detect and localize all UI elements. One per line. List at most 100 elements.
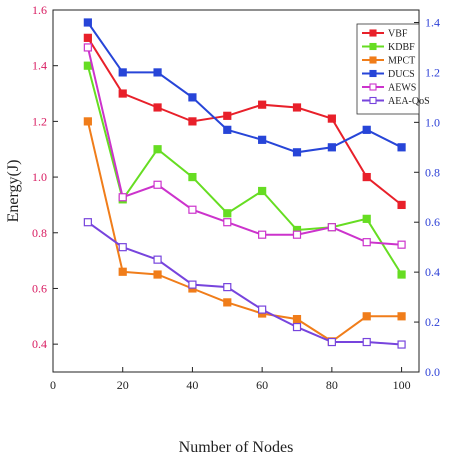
y-left-tick-label: 1.4 [32, 59, 47, 73]
data-point-ducs [153, 68, 162, 77]
legend-items: VBF KDBF MPCT DUCS AEWS AEA-QoS [362, 29, 430, 107]
data-point-kdbf [397, 270, 406, 279]
data-point-aews [258, 230, 267, 239]
series-line-aews [86, 47, 402, 246]
y-right-tick-label: 0.4 [425, 265, 440, 279]
data-point-ducs [188, 93, 197, 102]
y-right-tick-label: 1.0 [425, 115, 440, 129]
data-point-aews [327, 223, 336, 232]
y-left-tick-label: 1.6 [32, 3, 47, 17]
data-point-ducs [362, 125, 371, 134]
data-point-aea-qos [292, 322, 302, 332]
legend-swatch-marker [369, 56, 377, 64]
data-point-aews [292, 230, 302, 239]
data-point-kdbf [153, 145, 162, 154]
series-line-kdbf [86, 65, 403, 276]
data-point-kdbf [362, 214, 371, 223]
legend-item-kdbf: KDBF [362, 42, 415, 53]
data-point-aea-qos [153, 255, 162, 264]
y-right-tick-label: 0.8 [425, 165, 440, 179]
data-point-aews [153, 180, 162, 189]
data-point-kdbf [188, 172, 197, 182]
legend-swatch-marker [369, 69, 377, 78]
series-vbf [83, 33, 406, 210]
legend-label: MPCT [388, 56, 415, 67]
series-line-vbf [87, 37, 403, 206]
data-point-vbf [188, 117, 197, 126]
y-left-tick-label: 0.8 [32, 226, 47, 240]
data-point-aea-qos [188, 280, 197, 289]
legend-swatch-marker [369, 83, 377, 91]
data-point-vbf [397, 200, 406, 210]
data-point-aea-qos [223, 283, 232, 292]
axis-ticks: 0.4 0.6 0.8 1.0 1.2 1.4 1.6 0.0 0.2 0.4 0.6 0.8 1.0 1… [32, 3, 440, 392]
data-point-aea-qos [327, 337, 336, 347]
data-point-mpct [223, 298, 232, 307]
data-point-ducs [258, 135, 267, 144]
x-tick-label: 100 [393, 378, 411, 392]
data-point-aea-qos [83, 218, 92, 227]
data-point-aews [223, 218, 232, 227]
series-line-ducs [87, 21, 403, 154]
y-axis-title: Energy(J) [5, 160, 22, 223]
y-left-tick-label: 1.0 [32, 170, 47, 184]
data-point-aea-qos [397, 340, 406, 349]
data-point-mpct [292, 314, 302, 324]
y-left-tick-label: 0.6 [32, 281, 47, 295]
data-point-mpct [397, 312, 406, 321]
data-point-ducs [292, 148, 302, 157]
legend-label: AEWS [388, 83, 416, 94]
legend-item-vbf: VBF [362, 29, 408, 40]
data-point-vbf [118, 89, 127, 98]
legend: VBF KDBF MPCT DUCS AEWS AEA-QoS [356, 23, 430, 115]
data-point-vbf [327, 114, 336, 123]
data-point-kdbf [83, 61, 92, 70]
data-point-vbf [153, 103, 162, 112]
legend-item-aews: AEWS [362, 83, 416, 94]
legend-swatch-marker [369, 29, 377, 37]
data-point-aews [188, 205, 197, 214]
data-point-aews [362, 238, 371, 247]
y-right-tick-label: 0.2 [425, 315, 440, 329]
data-point-ducs [223, 125, 232, 134]
series-layer [83, 18, 406, 349]
plot-frame [52, 9, 420, 373]
x-tick-label: 40 [186, 378, 198, 392]
y-right-tick-label: 1.4 [425, 15, 440, 29]
data-point-kdbf [223, 209, 232, 218]
legend-box [356, 23, 420, 115]
legend-swatch-marker [369, 42, 377, 51]
series-line-mpct [86, 121, 402, 343]
data-point-aews [118, 193, 127, 202]
y-left-tick-label: 1.2 [32, 114, 47, 128]
legend-item-mpct: MPCT [362, 56, 415, 67]
y-right-tick-label: 1.2 [425, 65, 440, 79]
series-aews [83, 43, 406, 249]
legend-label: DUCS [388, 69, 415, 80]
legend-label: AEA-QoS [388, 96, 430, 107]
x-tick-label: 20 [117, 378, 129, 392]
data-point-mpct [118, 267, 127, 276]
series-line-aea-qos [87, 221, 402, 346]
data-point-aea-qos [362, 337, 371, 347]
y-right-tick-label: 0.6 [425, 215, 440, 229]
y-right-tick-label: 0.0 [425, 365, 440, 379]
data-point-aews [397, 240, 406, 249]
data-point-vbf [362, 172, 371, 182]
data-point-aews [83, 43, 92, 52]
data-point-mpct [83, 117, 92, 126]
series-ducs [83, 18, 406, 157]
data-point-vbf [292, 103, 302, 112]
legend-item-aea-qos: AEA-QoS [362, 96, 430, 107]
data-point-ducs [83, 18, 92, 27]
data-point-ducs [397, 143, 406, 152]
data-point-aea-qos [258, 305, 267, 314]
data-point-vbf [258, 100, 267, 109]
data-point-vbf [83, 33, 92, 42]
series-aea-qos [83, 218, 406, 349]
legend-label: VBF [388, 29, 408, 40]
data-point-ducs [118, 68, 127, 77]
data-point-mpct [362, 312, 371, 321]
legend-swatch-marker [369, 96, 377, 105]
legend-label: KDBF [388, 42, 415, 53]
